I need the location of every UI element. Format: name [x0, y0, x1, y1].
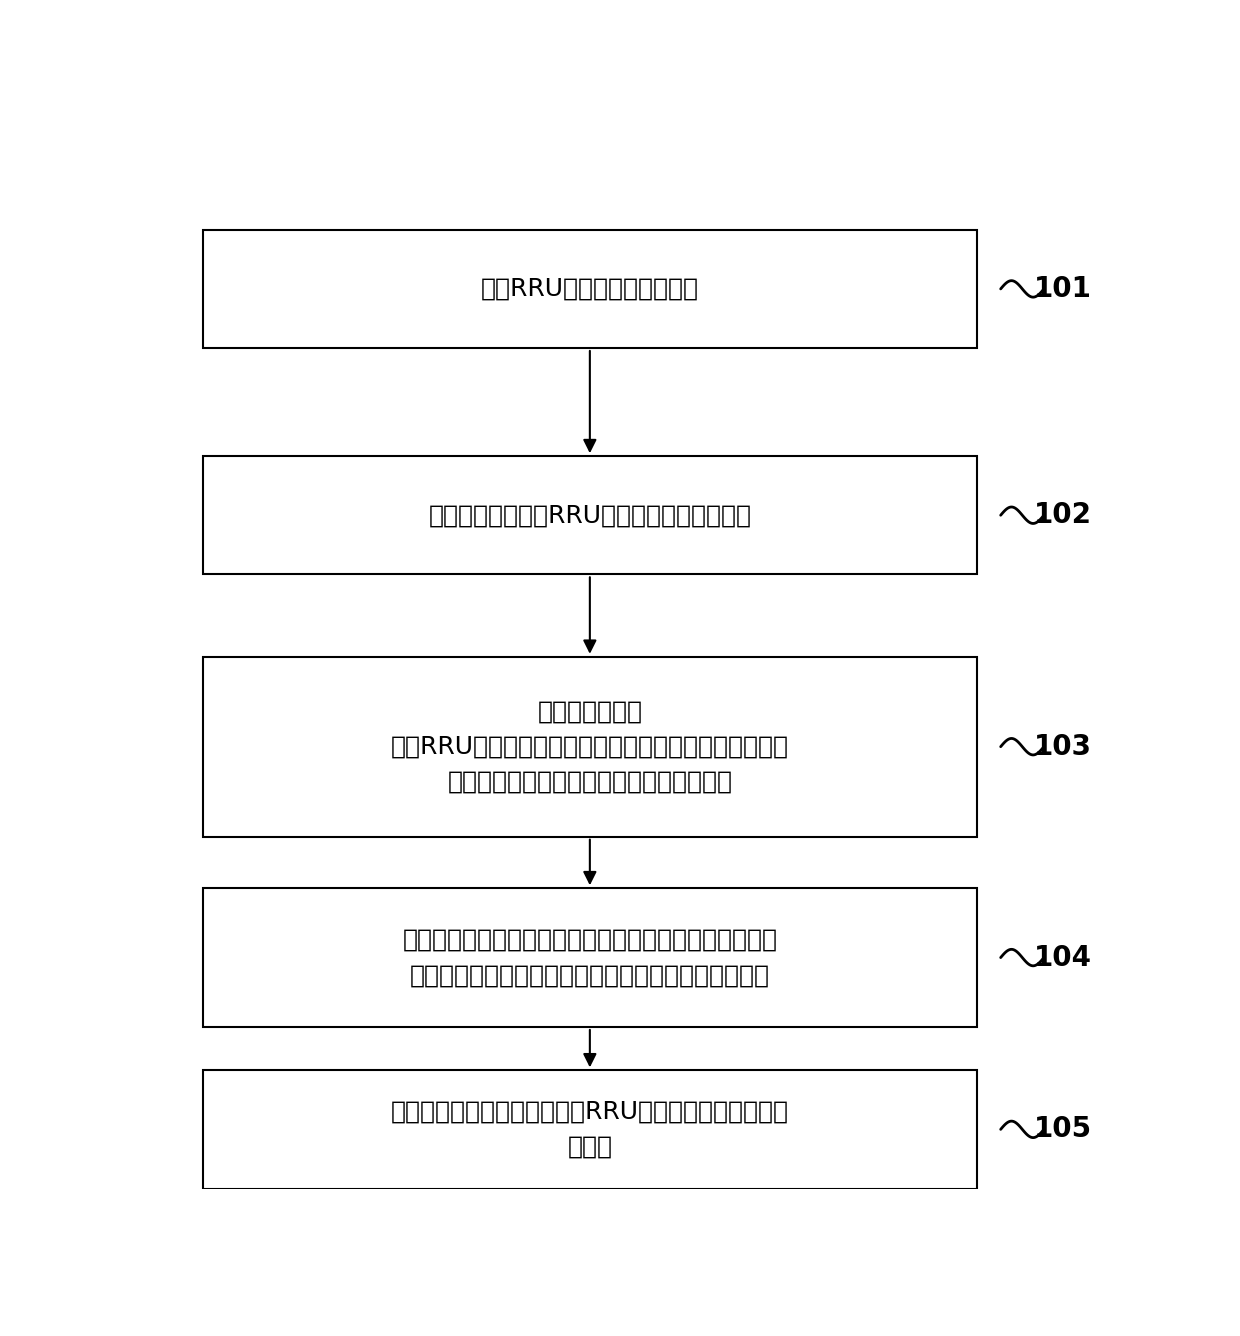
Text: 101: 101: [1034, 275, 1092, 303]
Text: 获取RRU级联小区的基础信息: 获取RRU级联小区的基础信息: [481, 277, 699, 301]
Bar: [203, 1070, 977, 1189]
Bar: [203, 888, 977, 1027]
Text: 104: 104: [1034, 943, 1092, 971]
Bar: [203, 657, 977, 836]
Bar: [203, 230, 977, 349]
Text: 105: 105: [1034, 1116, 1092, 1144]
Text: 获取背景噪声理论值、背景噪声出厂配置值及背景噪声补
偿值中的最大值，将最大值作为背景噪声的最佳配置值: 获取背景噪声理论值、背景噪声出厂配置值及背景噪声补 偿值中的最大值，将最大值作为…: [402, 929, 777, 987]
Text: 若根据基础信息
确定RRU级联小区需要扩容，则计算背景噪声理论值和背
景噪声补偿值，并获取背景噪声出厂配置值: 若根据基础信息 确定RRU级联小区需要扩容，则计算背景噪声理论值和背 景噪声补偿…: [391, 699, 789, 794]
Text: 103: 103: [1034, 732, 1092, 760]
Text: 102: 102: [1034, 501, 1092, 529]
Text: 按照背景噪声的最佳配置值对RRU级联小区的背景噪声进
行配置: 按照背景噪声的最佳配置值对RRU级联小区的背景噪声进 行配置: [391, 1100, 789, 1160]
Text: 根据基础信息判断RRU级联小区是否需要扩容: 根据基础信息判断RRU级联小区是否需要扩容: [428, 504, 751, 528]
Bar: [203, 456, 977, 574]
